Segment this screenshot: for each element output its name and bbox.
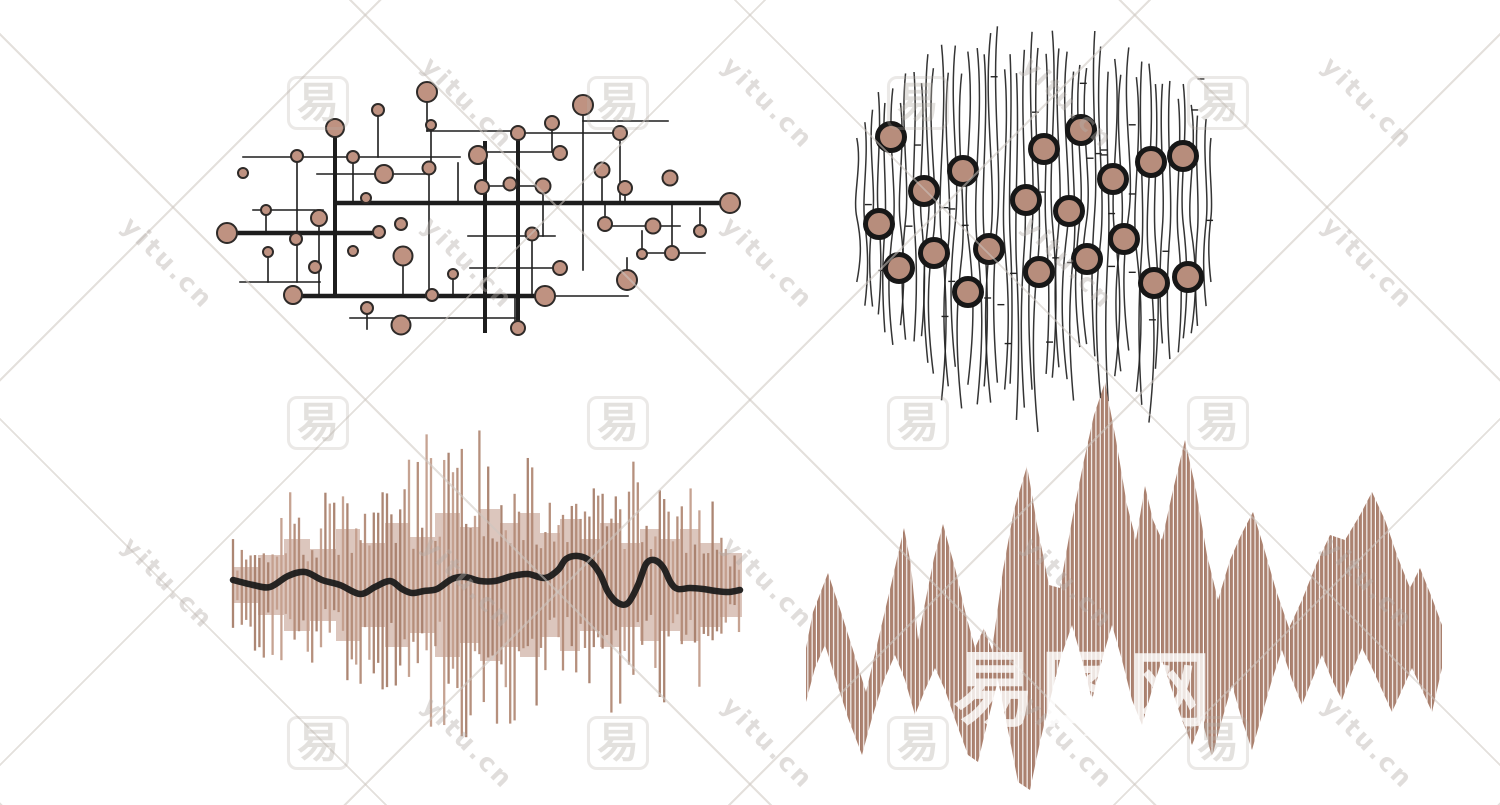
waveform-artwork [229,430,744,738]
wavy-strings-artwork [854,26,1214,433]
grid-dots-artwork [216,81,741,336]
watermark-site-text: yitu.cn [1082,715,1170,737]
watermark-big-logo: 易图网 [952,643,1218,739]
